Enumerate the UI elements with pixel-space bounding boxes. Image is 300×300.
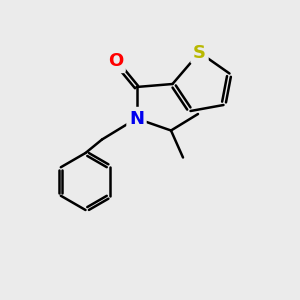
Text: O: O xyxy=(108,52,123,70)
Text: S: S xyxy=(193,44,206,62)
Text: N: N xyxy=(129,110,144,128)
